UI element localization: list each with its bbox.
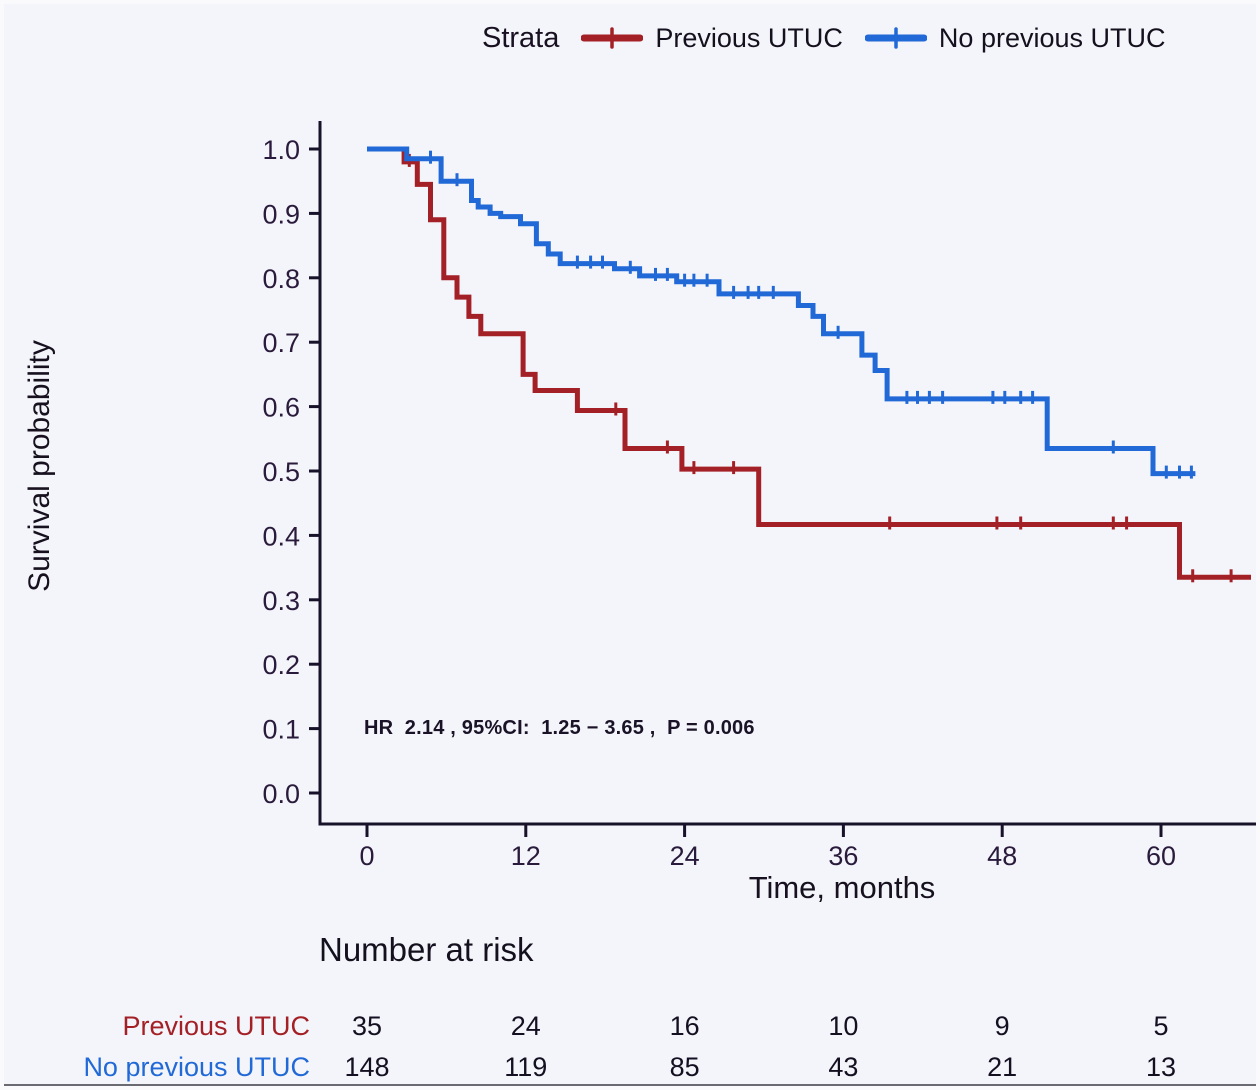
- risk-row-label-previous-utuc: Previous UTUC: [122, 1011, 310, 1041]
- survival-plot-canvas: 0.0 0.1 0.2 0.3 0.4 0.5 0.6 0.7 0.8 0.9 1.0 0 12 24 36…: [262, 121, 1256, 871]
- legend-label: No previous UTUC: [938, 22, 1166, 53]
- risk-value: 148: [344, 1052, 390, 1082]
- risk-value: 13: [1145, 1052, 1177, 1082]
- risk-value: 119: [504, 1052, 548, 1082]
- risk-value: 21: [987, 1052, 1018, 1082]
- legend-line-marker-icon: [864, 27, 927, 49]
- y-tick-label: 0.2: [262, 650, 300, 680]
- risk-value: 35: [351, 1011, 383, 1041]
- legend-item-no-previous-utuc: No previous UTUC: [864, 22, 1166, 54]
- y-tick-label: 0.9: [262, 199, 300, 229]
- hazard-ratio-annotation: HR 2.14 , 95%CI: 1.25 − 3.65 , P = 0.006: [364, 717, 755, 739]
- risk-value: 10: [828, 1011, 859, 1041]
- y-tick-label: 0.3: [262, 586, 300, 616]
- legend: Strata Previous UTUC No previous UTUC: [482, 14, 1165, 62]
- legend-label: Previous UTUC: [655, 22, 843, 53]
- legend-line-marker-icon: [581, 27, 644, 49]
- risk-value: 5: [1153, 1011, 1169, 1041]
- survival-curve-no-previous-utuc: [367, 146, 1196, 477]
- x-tick-label: 24: [670, 841, 700, 871]
- risk-value: 43: [828, 1052, 859, 1082]
- risk-value: 9: [994, 1011, 1010, 1041]
- risk-table-row: No previous UTUC 148 119 85 43 21 13: [4, 1050, 1256, 1084]
- y-tick-label: 0.5: [262, 457, 300, 487]
- x-tick-label: 12: [511, 841, 541, 871]
- x-tick-label: 36: [828, 841, 858, 871]
- legend-title: Strata: [482, 21, 560, 54]
- x-axis-title: Time, months: [748, 870, 936, 905]
- y-tick-label: 0.0: [262, 779, 300, 809]
- risk-table-row: Previous UTUC 35 24 16 10 9 5: [4, 1009, 1256, 1043]
- y-tick-label: 0.7: [262, 328, 300, 358]
- y-tick-label: 1.0: [262, 135, 300, 165]
- risk-row-values: 148 119 85 43 21 13: [4, 1050, 1256, 1084]
- y-tick-label: 0.8: [262, 264, 300, 294]
- figure-bottom-edge: [4, 1084, 1256, 1086]
- risk-row-label-no-previous-utuc: No previous UTUC: [83, 1052, 310, 1082]
- risk-table-title: Number at risk: [319, 931, 534, 968]
- y-tick-label: 0.4: [262, 521, 300, 551]
- legend-item-previous-utuc: Previous UTUC: [581, 23, 843, 54]
- risk-value: 85: [669, 1052, 700, 1082]
- y-tick-label: 0.1: [262, 715, 300, 745]
- x-tick-label: 60: [1146, 841, 1176, 871]
- x-tick-label: 0: [359, 841, 374, 871]
- x-tick-label: 48: [987, 841, 1017, 871]
- risk-row-values: 35 24 16 10 9 5: [4, 1009, 1256, 1043]
- risk-value: 24: [510, 1011, 541, 1041]
- y-tick-label: 0.6: [262, 393, 300, 423]
- risk-value: 16: [669, 1011, 700, 1041]
